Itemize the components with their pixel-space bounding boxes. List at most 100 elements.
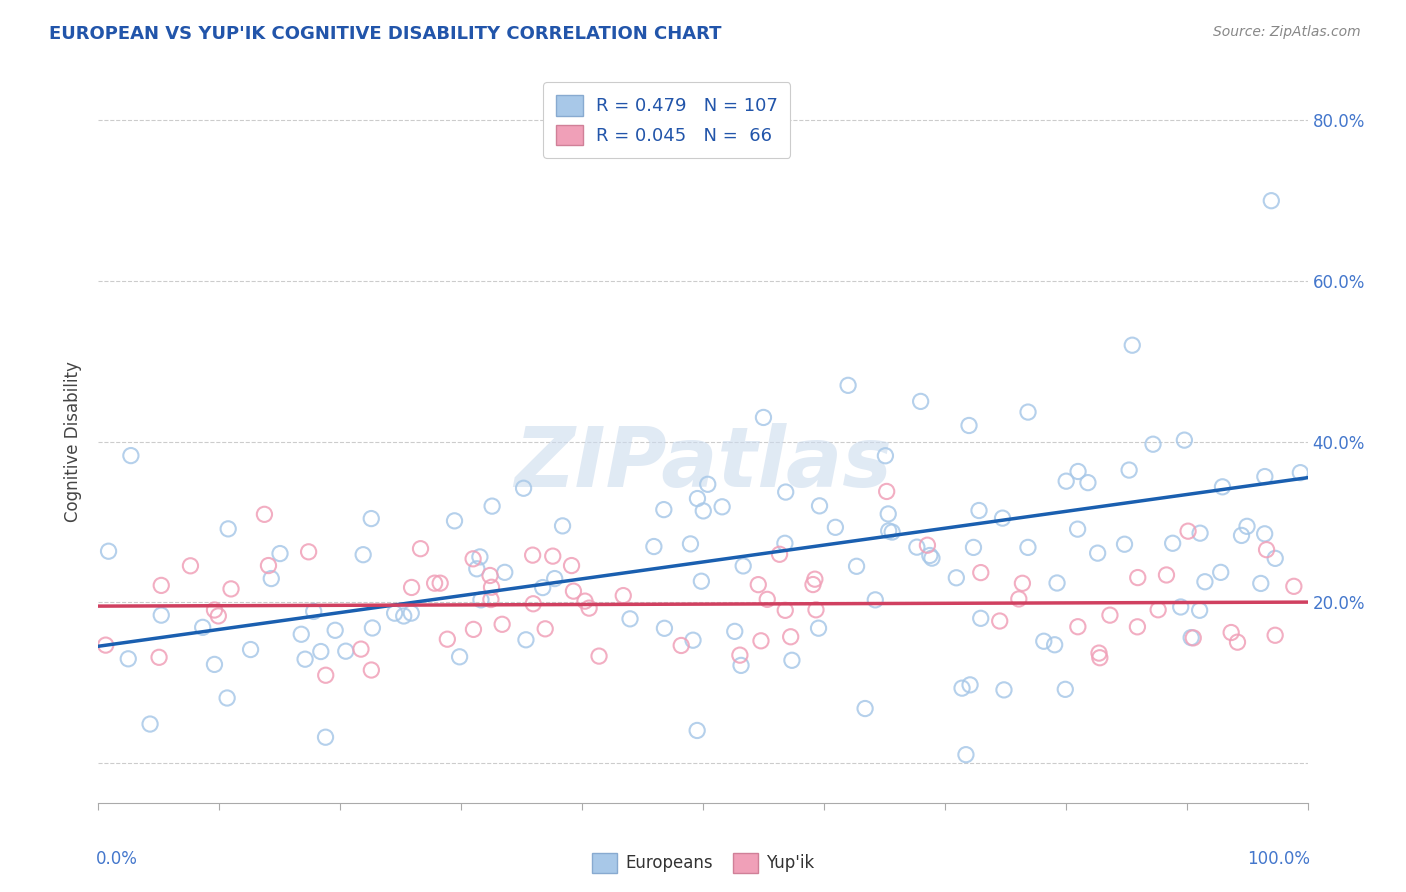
Point [1180, 631, 1202, 645]
Point [733, 558, 755, 573]
Point [1032, 634, 1054, 648]
Point [824, 520, 846, 534]
Point [1253, 526, 1275, 541]
Point [692, 504, 714, 518]
Point [479, 568, 502, 582]
Point [1043, 638, 1066, 652]
Point [1173, 433, 1195, 447]
Point [773, 536, 796, 550]
Point [1126, 571, 1149, 585]
Point [643, 540, 665, 554]
Point [619, 612, 641, 626]
Point [179, 558, 201, 573]
Point [724, 624, 747, 639]
Point [522, 548, 544, 562]
Point [401, 581, 423, 595]
Point [481, 499, 503, 513]
Point [217, 522, 239, 536]
Point [470, 592, 492, 607]
Text: ZIPatlas: ZIPatlas [515, 423, 891, 504]
Point [512, 481, 534, 495]
Point [1118, 463, 1140, 477]
Point [315, 730, 337, 744]
Point [1142, 437, 1164, 451]
Point [120, 449, 142, 463]
Point [1156, 568, 1178, 582]
Point [1087, 546, 1109, 560]
Point [1126, 620, 1149, 634]
Point [970, 611, 993, 625]
Point [352, 548, 374, 562]
Point [561, 558, 583, 573]
Text: 0.0%: 0.0% [96, 850, 138, 868]
Point [399, 606, 422, 620]
Point [148, 650, 170, 665]
Point [551, 519, 574, 533]
Point [775, 485, 797, 500]
Point [877, 507, 900, 521]
Point [436, 632, 458, 647]
Point [950, 681, 973, 695]
Point [578, 601, 600, 615]
Point [290, 627, 312, 641]
Point [515, 632, 537, 647]
Point [204, 603, 226, 617]
Point [1066, 522, 1088, 536]
Point [239, 642, 262, 657]
Point [1226, 635, 1249, 649]
Point [294, 652, 316, 666]
Point [882, 524, 904, 539]
Point [253, 508, 276, 522]
Point [780, 653, 803, 667]
Point [443, 514, 465, 528]
Point [682, 633, 704, 648]
Point [686, 491, 709, 506]
Point [654, 621, 676, 635]
Point [1282, 579, 1305, 593]
Point [905, 540, 928, 554]
Point [690, 574, 713, 589]
Point [479, 592, 502, 607]
Point [1008, 591, 1031, 606]
Point [1289, 466, 1312, 480]
Point [768, 547, 790, 561]
Point [150, 608, 173, 623]
Point [1054, 474, 1077, 488]
Point [1161, 536, 1184, 550]
Point [531, 581, 554, 595]
Point [191, 620, 214, 634]
Point [491, 617, 513, 632]
Point [384, 606, 406, 620]
Point [671, 639, 693, 653]
Point [1194, 574, 1216, 589]
Point [1260, 194, 1282, 208]
Point [150, 578, 173, 592]
Point [696, 477, 718, 491]
Point [204, 657, 226, 672]
Point [1114, 537, 1136, 551]
Point [360, 511, 382, 525]
Point [991, 511, 1014, 525]
Point [910, 394, 932, 409]
Point [1264, 551, 1286, 566]
Point [876, 484, 898, 499]
Point [804, 572, 827, 586]
Point [804, 603, 827, 617]
Point [494, 566, 516, 580]
Point [463, 623, 485, 637]
Point [1170, 599, 1192, 614]
Point [1211, 480, 1233, 494]
Point [1182, 631, 1205, 645]
Point [808, 499, 831, 513]
Point [117, 652, 139, 666]
Point [756, 592, 779, 607]
Point [335, 644, 357, 658]
Point [481, 580, 503, 594]
Point [837, 378, 859, 392]
Point [1077, 475, 1099, 490]
Text: Source: ZipAtlas.com: Source: ZipAtlas.com [1213, 25, 1361, 39]
Point [1264, 628, 1286, 642]
Point [1088, 650, 1111, 665]
Point [612, 589, 634, 603]
Point [409, 541, 432, 556]
